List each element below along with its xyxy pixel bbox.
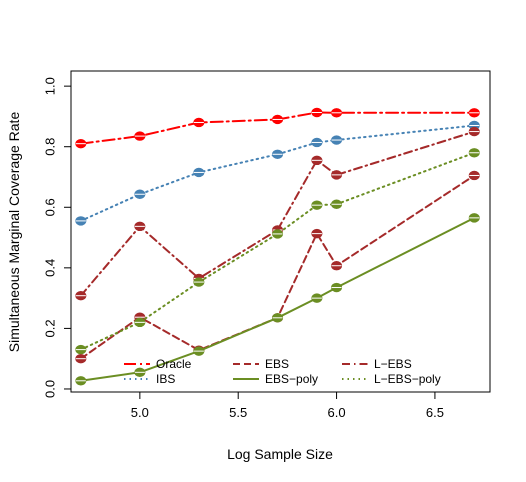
legend: Oracle EBS L−EBS IBS EBS−poly L−EBS−poly — [124, 357, 441, 386]
series-layer — [75, 107, 480, 386]
series-line — [79, 174, 476, 360]
legend-label: IBS — [156, 372, 175, 386]
x-tick-label: 6.0 — [328, 405, 346, 420]
x-axis-label: Log Sample Size — [227, 446, 333, 462]
legend-label: L−EBS — [374, 357, 412, 371]
y-tick-label: 0.6 — [43, 198, 58, 216]
legend-label: Oracle — [156, 357, 192, 371]
y-tick-label: 1.0 — [43, 77, 58, 95]
y-tick-label: 0.4 — [43, 259, 58, 277]
y-tick-label: 0.8 — [43, 138, 58, 156]
x-tick-label: 5.5 — [229, 405, 247, 420]
y-tick-label: 0.2 — [43, 319, 58, 337]
y-axis-label: Simultaneous Marginal Coverage Rate — [6, 112, 22, 353]
legend-label: EBS−poly — [265, 372, 318, 386]
axes-layer: 5.0 5.5 6.0 6.5 0.0 0.2 0.4 0.6 0.8 1.0 — [43, 70, 491, 420]
legend-label: L−EBS−poly — [374, 372, 441, 386]
legend-label: EBS — [265, 357, 289, 371]
y-tick-label: 0.0 — [43, 380, 58, 398]
x-tick-label: 5.0 — [131, 405, 149, 420]
x-tick-label: 6.5 — [426, 405, 444, 420]
